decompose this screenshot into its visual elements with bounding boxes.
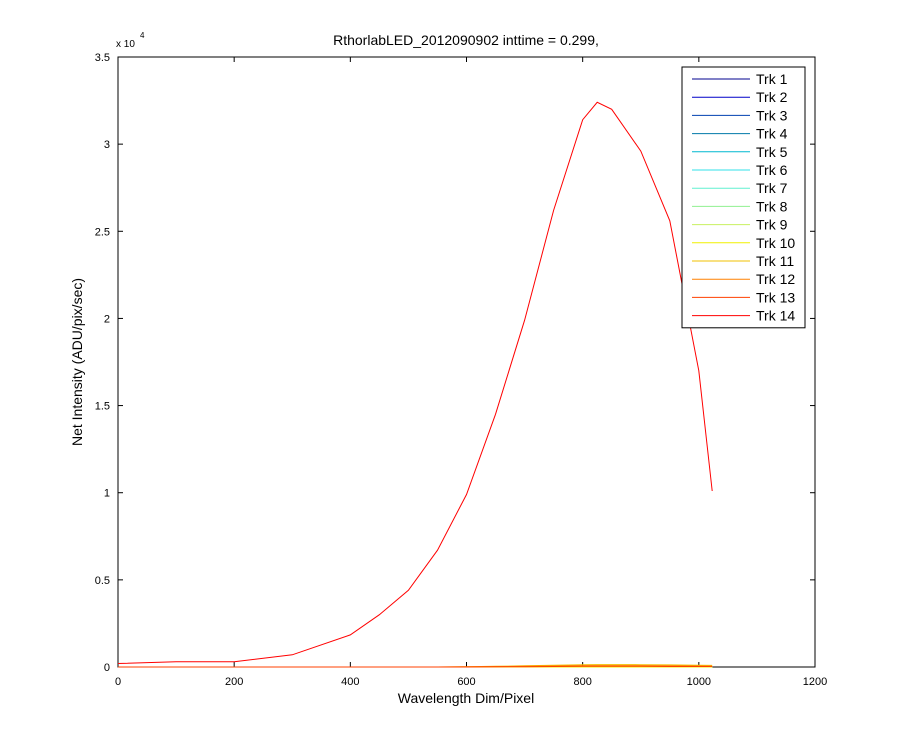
legend-label: Trk 11 — [756, 253, 794, 269]
legend-label: Trk 12 — [756, 271, 795, 287]
legend-label: Trk 10 — [756, 235, 795, 251]
x-tick-label: 400 — [341, 676, 359, 688]
y-multiplier: x 10 — [116, 39, 135, 50]
legend-label: Trk 1 — [756, 71, 788, 87]
y-tick-label: 2.5 — [95, 226, 110, 238]
legend-label: Trk 13 — [756, 289, 795, 305]
y-tick-label: 2 — [104, 313, 110, 325]
legend-label: Trk 14 — [756, 308, 795, 324]
series-line — [117, 101, 713, 664]
x-tick-label: 800 — [573, 676, 591, 688]
legend-label: Trk 7 — [756, 180, 788, 196]
y-tick-label: 1.5 — [95, 401, 110, 413]
legend-label: Trk 8 — [756, 198, 788, 214]
y-tick-label: 1 — [104, 488, 110, 500]
legend-label: Trk 3 — [756, 107, 788, 123]
x-tick-label: 1000 — [687, 676, 711, 688]
x-axis-label: Wavelength Dim/Pixel — [398, 690, 534, 706]
legend-label: Trk 6 — [756, 162, 788, 178]
legend-label: Trk 5 — [756, 144, 788, 160]
chart-title: RthorlabLED_2012090902 inttime = 0.299, — [333, 32, 599, 48]
x-tick-label: 600 — [457, 676, 475, 688]
series-line — [118, 665, 713, 668]
y-tick-label: 0 — [104, 662, 110, 674]
y-axis-label: Net Intensity (ADU/pix/sec) — [69, 278, 85, 446]
legend-box — [681, 66, 806, 329]
legend-label: Trk 2 — [756, 89, 788, 105]
legend-label: Trk 4 — [756, 126, 788, 142]
x-tick-label: 200 — [225, 676, 243, 688]
x-tick-label: 0 — [115, 676, 121, 688]
x-tick-label: 1200 — [803, 676, 827, 688]
y-tick-label: 3.5 — [95, 52, 110, 64]
y-tick-label: 0.5 — [95, 575, 110, 587]
y-tick-label: 3 — [104, 139, 110, 151]
y-multiplier-exponent: 4 — [140, 31, 145, 40]
legend-label: Trk 9 — [756, 217, 788, 233]
